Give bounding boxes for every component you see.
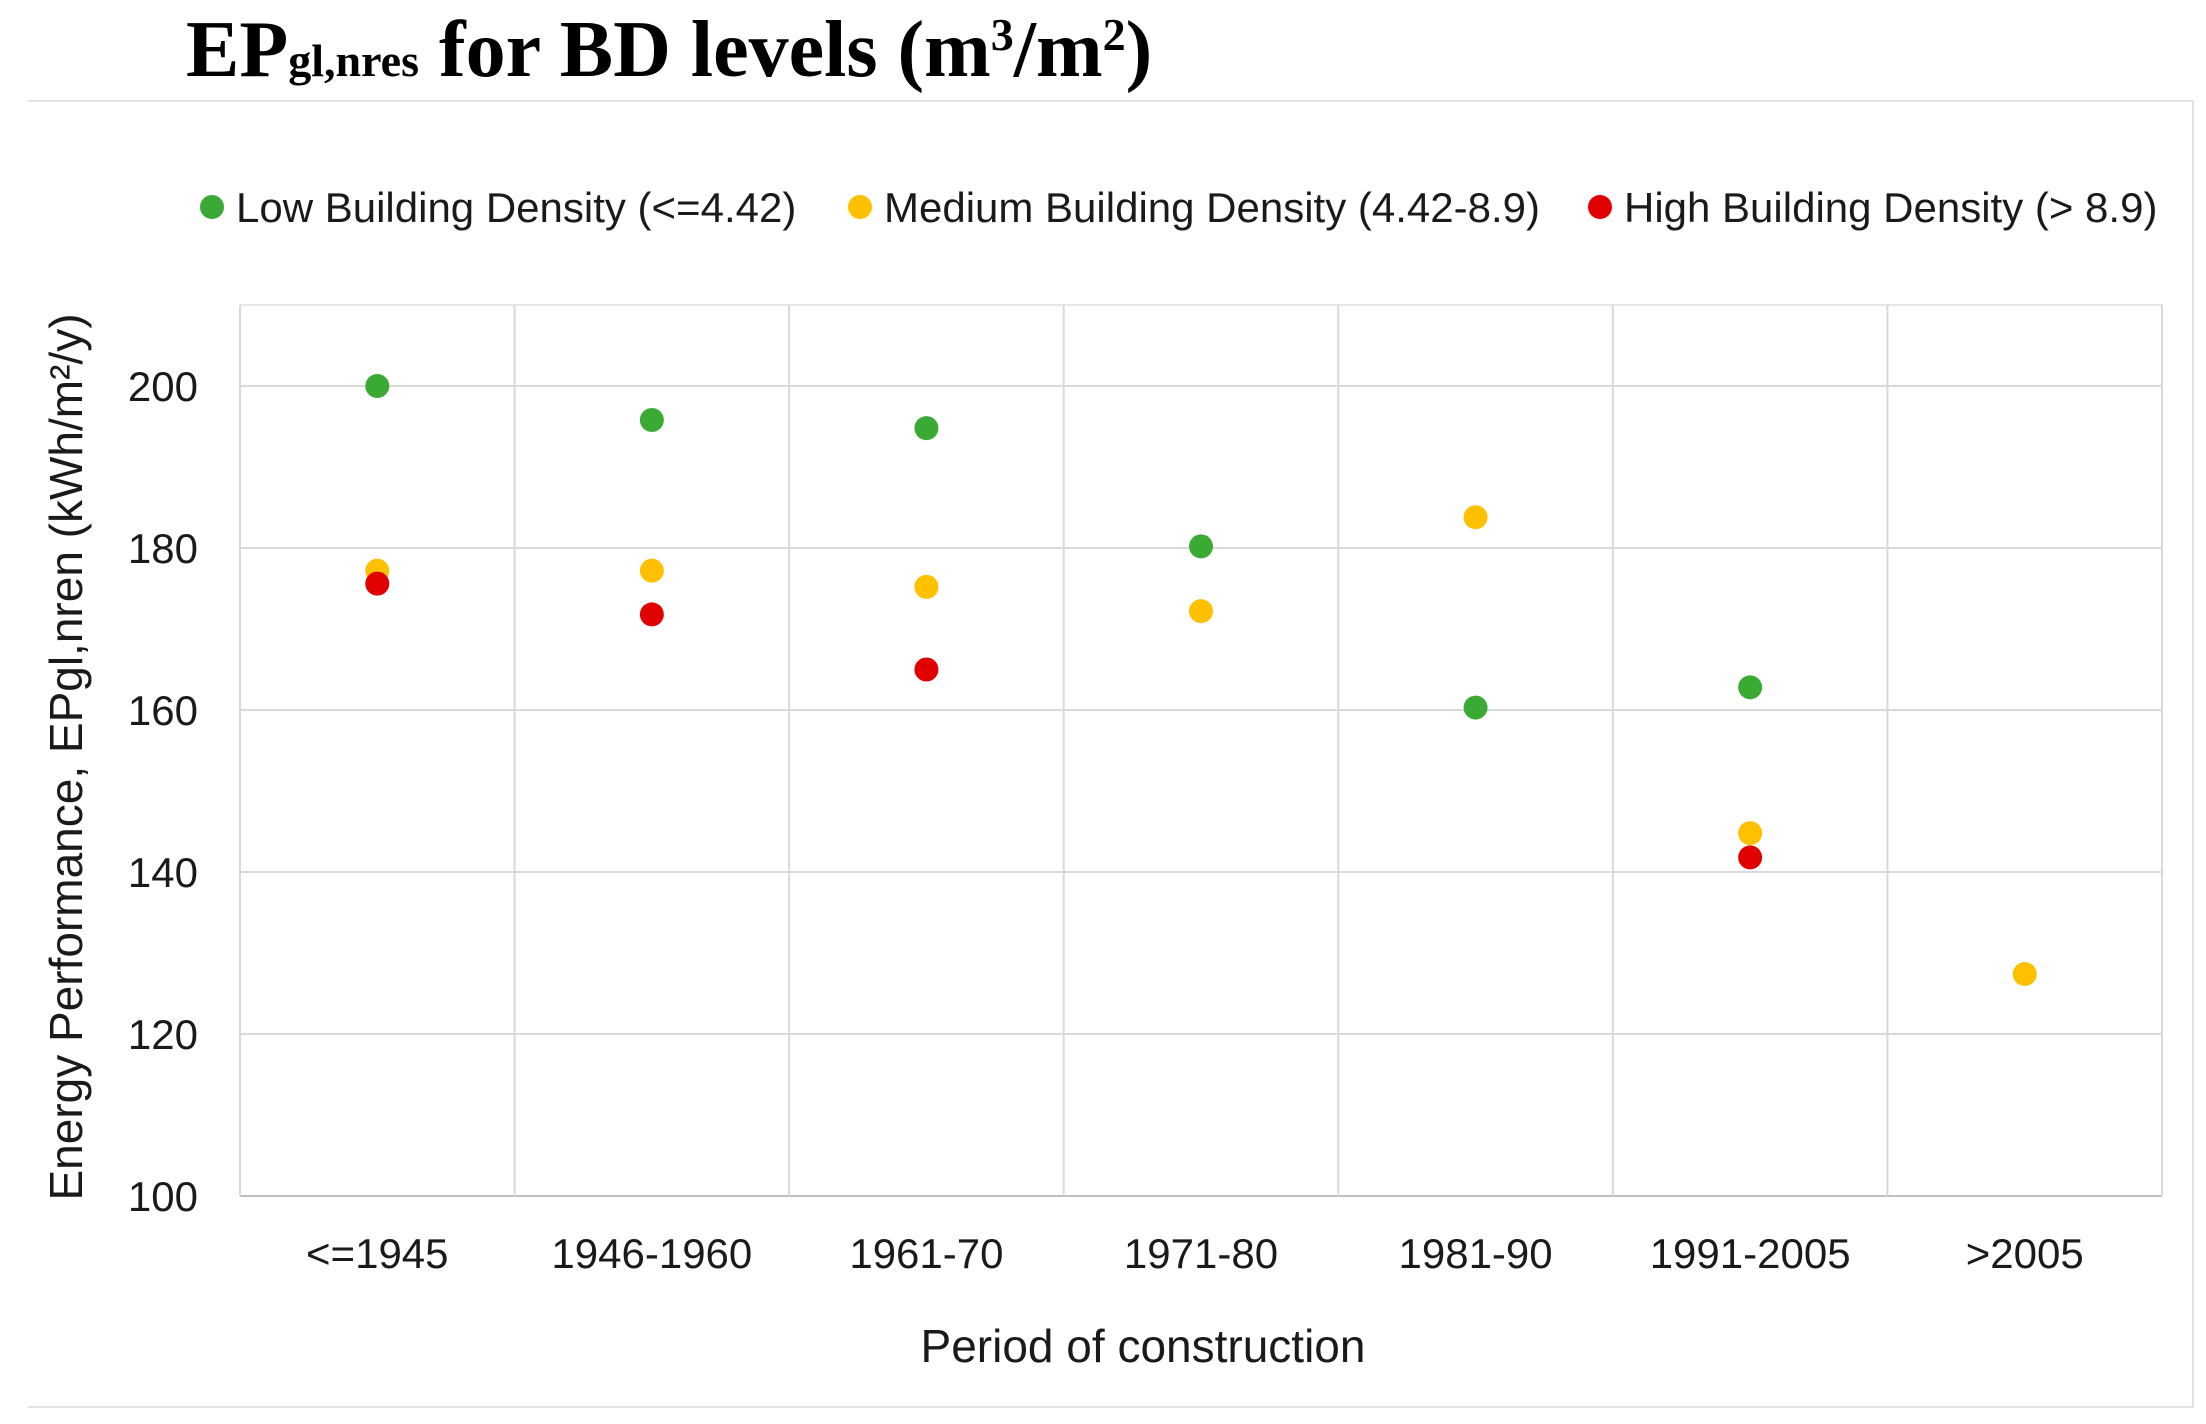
title-end: ) bbox=[1125, 6, 1153, 94]
y-axis-label: Energy Performance, EPgl,nren (kWh/m²/y) bbox=[40, 313, 92, 1200]
data-point bbox=[365, 374, 390, 398]
data-point bbox=[914, 416, 939, 441]
x-tick-label: 1946-1960 bbox=[551, 1230, 752, 1277]
x-tick-label: <=1945 bbox=[306, 1230, 449, 1277]
x-tick-label: 1981-90 bbox=[1399, 1230, 1553, 1277]
y-tick-label: 140 bbox=[128, 849, 198, 896]
chart-title: EPgl,nres for BD levels (m3/m2) bbox=[186, 6, 1152, 94]
data-point bbox=[914, 657, 939, 682]
data-point bbox=[639, 558, 664, 583]
data-point bbox=[1738, 675, 1763, 700]
legend-marker bbox=[848, 195, 872, 219]
legend-marker bbox=[200, 195, 224, 219]
legend-marker bbox=[1588, 195, 1612, 219]
y-tick-label: 180 bbox=[128, 525, 198, 572]
title-sup1: 3 bbox=[990, 9, 1014, 60]
legend-label: Medium Building Density (4.42-8.9) bbox=[884, 184, 1540, 231]
data-point bbox=[1189, 534, 1213, 559]
y-axis-ticks: 100 120 140 160 180 200 bbox=[128, 363, 198, 1220]
y-tick-label: 100 bbox=[128, 1173, 198, 1220]
title-middle: for BD levels (m bbox=[419, 6, 991, 94]
data-point bbox=[1738, 821, 1763, 846]
title-sup2: 2 bbox=[1102, 9, 1126, 60]
grid bbox=[239, 304, 2163, 1197]
chart-frame bbox=[28, 100, 2194, 1408]
x-tick-label: 1961-70 bbox=[849, 1230, 1003, 1277]
data-point bbox=[1463, 505, 1488, 530]
title-slash: /m bbox=[1013, 6, 1103, 94]
title-main: EP bbox=[186, 6, 289, 94]
x-axis-ticks: <=1945 1946-1960 1961-70 1971-80 1981-90 1991… bbox=[306, 1230, 2084, 1277]
data-point bbox=[2012, 962, 2037, 987]
data-point bbox=[1189, 599, 1213, 624]
legend-label: Low Building Density (<=4.42) bbox=[236, 184, 796, 231]
data-point bbox=[914, 574, 939, 599]
data-point bbox=[639, 408, 664, 433]
x-axis-label: Period of construction bbox=[921, 1320, 1366, 1372]
x-tick-label: 1991-2005 bbox=[1650, 1230, 1851, 1277]
data-point bbox=[1463, 695, 1488, 720]
data-point bbox=[639, 602, 664, 627]
x-tick-label: 1971-80 bbox=[1124, 1230, 1278, 1277]
title-subscript: gl,nres bbox=[288, 35, 420, 86]
data-points bbox=[365, 374, 2037, 987]
data-point bbox=[1738, 845, 1763, 870]
legend: Low Building Density (<=4.42) Medium Buil… bbox=[200, 184, 2157, 231]
x-tick-label: >2005 bbox=[1966, 1230, 2084, 1277]
y-tick-label: 160 bbox=[128, 687, 198, 734]
y-tick-label: 120 bbox=[128, 1011, 198, 1058]
data-point bbox=[365, 571, 390, 596]
legend-label: High Building Density (> 8.9) bbox=[1624, 184, 2157, 231]
y-tick-label: 200 bbox=[128, 363, 198, 410]
